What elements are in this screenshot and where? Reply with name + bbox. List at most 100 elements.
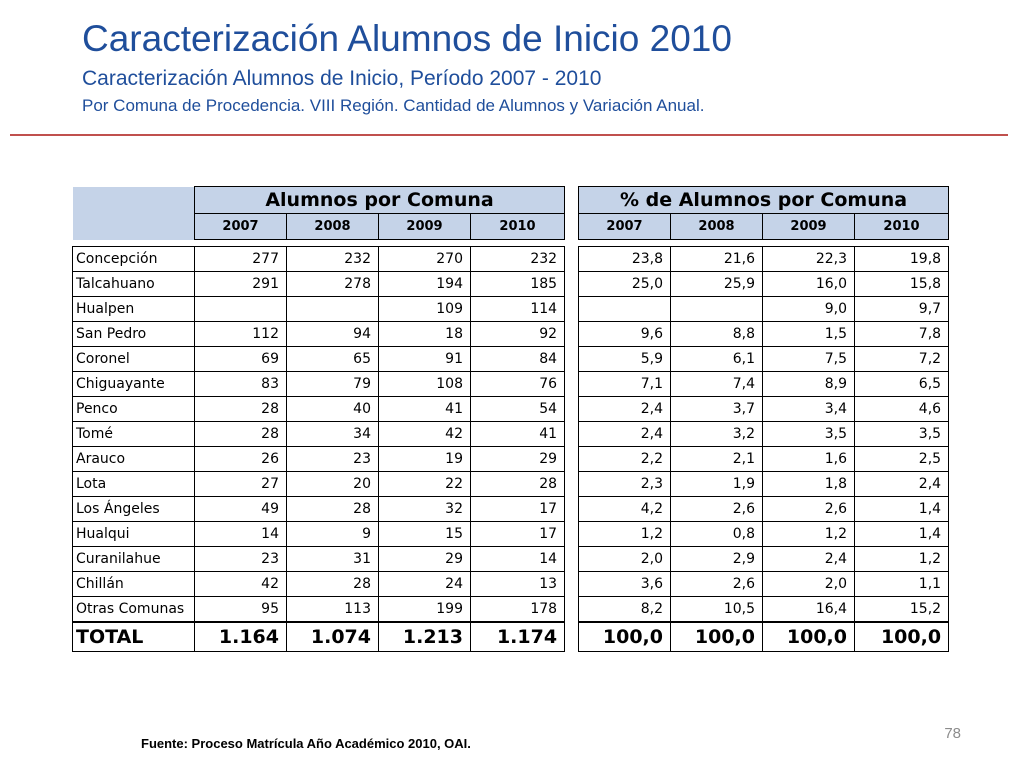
count-cell: 18	[378, 321, 471, 347]
total-count-cell: 1.074	[286, 621, 379, 652]
count-cell: 40	[286, 396, 379, 422]
table-row: Talcahuano 291 278 194 185	[72, 271, 566, 297]
count-cell: 32	[378, 496, 471, 522]
percent-cell	[670, 296, 763, 322]
year-header: 2008	[670, 213, 763, 240]
table-row: 9,6 8,8 1,5 7,8	[578, 321, 950, 347]
table-row: 2,2 2,1 1,6 2,5	[578, 446, 950, 472]
count-cell: 113	[286, 596, 379, 623]
table-row: 2,4 3,2 3,5 3,5	[578, 421, 950, 447]
title-divider	[10, 134, 1008, 136]
comuna-name: Talcahuano	[72, 271, 195, 297]
percent-cell: 2,4	[762, 546, 855, 572]
count-cell: 20	[286, 471, 379, 497]
count-cell: 114	[469, 296, 566, 322]
count-cell: 79	[286, 371, 379, 397]
table-row: Lota 27 20 22 28	[72, 471, 566, 497]
table-row: Hualpen 109 114	[72, 296, 566, 322]
percent-cell: 2,6	[762, 496, 855, 522]
percent-cell: 2,0	[578, 546, 671, 572]
comuna-name: Tomé	[72, 421, 195, 447]
table-row: 23,8 21,6 22,3 19,8	[578, 246, 950, 272]
table-row: Curanilahue 23 31 29 14	[72, 546, 566, 572]
slide-subtitle: Caracterización Alumnos de Inicio, Perío…	[82, 67, 602, 90]
count-cell: 42	[194, 571, 287, 597]
count-cell: 84	[469, 346, 566, 372]
percent-cell: 15,8	[853, 271, 950, 297]
count-cell: 91	[378, 346, 471, 372]
total-count-cell: 1.174	[469, 621, 566, 652]
percent-cell: 2,4	[853, 471, 950, 497]
count-cell: 17	[469, 496, 566, 522]
page-number: 78	[944, 725, 961, 742]
count-cell: 278	[286, 271, 379, 297]
percent-cell: 16,0	[762, 271, 855, 297]
percent-cell: 7,1	[578, 371, 671, 397]
count-cell: 108	[378, 371, 471, 397]
percent-cell: 2,3	[578, 471, 671, 497]
students-count-table: Alumnos por Comuna 2007 2008 2009 2010 C…	[72, 186, 566, 652]
blank-corner	[72, 213, 195, 240]
percent-cell: 1,9	[670, 471, 763, 497]
table-row: 2,3 1,9 1,8 2,4	[578, 471, 950, 497]
count-cell: 28	[194, 421, 287, 447]
percent-cell: 3,7	[670, 396, 763, 422]
table-row: San Pedro 112 94 18 92	[72, 321, 566, 347]
count-cell: 92	[469, 321, 566, 347]
table-row: Otras Comunas 95 113 199 178	[72, 596, 566, 623]
percent-cell: 7,2	[853, 346, 950, 372]
percent-cell: 8,9	[762, 371, 855, 397]
count-cell: 24	[378, 571, 471, 597]
table-row: Chillán 42 28 24 13	[72, 571, 566, 597]
percent-cell: 9,6	[578, 321, 671, 347]
count-cell: 28	[286, 571, 379, 597]
percent-cell: 3,5	[853, 421, 950, 447]
year-header: 2010	[469, 213, 566, 240]
year-header: 2007	[578, 213, 671, 240]
percent-cell: 2,4	[578, 396, 671, 422]
count-cell: 34	[286, 421, 379, 447]
percent-cell: 19,8	[853, 246, 950, 272]
count-cell: 83	[194, 371, 287, 397]
table-row: Penco 28 40 41 54	[72, 396, 566, 422]
count-cell: 270	[378, 246, 471, 272]
total-percent-cell: 100,0	[578, 621, 671, 652]
count-cell: 95	[194, 596, 287, 623]
percent-cell: 3,6	[578, 571, 671, 597]
count-cell: 26	[194, 446, 287, 472]
count-cell	[286, 296, 379, 322]
total-label: TOTAL	[72, 621, 195, 652]
percent-cell: 7,4	[670, 371, 763, 397]
count-cell: 42	[378, 421, 471, 447]
count-cell: 65	[286, 346, 379, 372]
percent-cell: 1,2	[762, 521, 855, 547]
total-percent-cell: 100,0	[762, 621, 855, 652]
percent-cell: 23,8	[578, 246, 671, 272]
comuna-name: San Pedro	[72, 321, 195, 347]
count-cell: 291	[194, 271, 287, 297]
count-cell: 112	[194, 321, 287, 347]
table-row: Coronel 69 65 91 84	[72, 346, 566, 372]
count-cell	[194, 296, 287, 322]
count-cell: 199	[378, 596, 471, 623]
comuna-name: Concepción	[72, 246, 195, 272]
count-cell: 14	[194, 521, 287, 547]
total-percent-cell: 100,0	[853, 621, 950, 652]
total-percent-cell: 100,0	[670, 621, 763, 652]
table-row: 4,2 2,6 2,6 1,4	[578, 496, 950, 522]
count-cell: 17	[469, 521, 566, 547]
percent-cell	[578, 296, 671, 322]
count-cell: 69	[194, 346, 287, 372]
percent-cell: 7,8	[853, 321, 950, 347]
percent-cell: 8,2	[578, 596, 671, 623]
percent-cell: 25,0	[578, 271, 671, 297]
count-cell: 13	[469, 571, 566, 597]
table-row: 25,0 25,9 16,0 15,8	[578, 271, 950, 297]
left-table-header: Alumnos por Comuna	[193, 186, 566, 214]
count-cell: 277	[194, 246, 287, 272]
year-header: 2010	[853, 213, 950, 240]
percent-cell: 9,7	[853, 296, 950, 322]
comuna-name: Lota	[72, 471, 195, 497]
comuna-name: Hualpen	[72, 296, 195, 322]
comuna-name: Coronel	[72, 346, 195, 372]
